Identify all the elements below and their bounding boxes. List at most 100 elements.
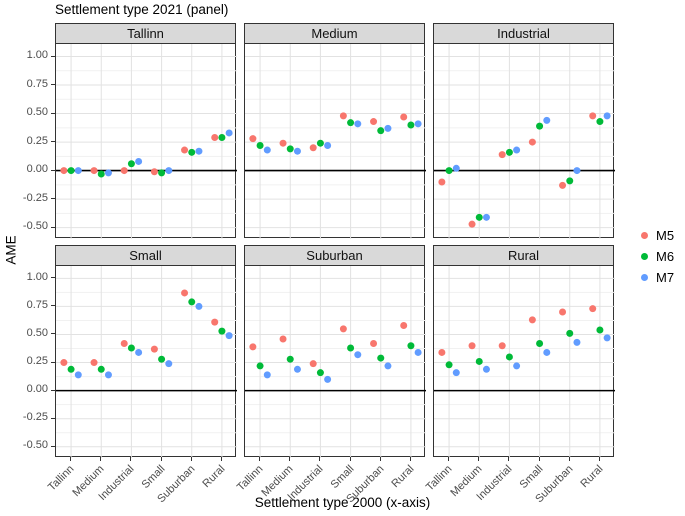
y-tick-label: 0.00 bbox=[26, 163, 48, 176]
x-tick-mark bbox=[409, 457, 411, 461]
y-tick-label: 1.00 bbox=[26, 49, 48, 62]
data-point-M7 bbox=[104, 371, 112, 379]
data-point-M7 bbox=[74, 167, 82, 175]
legend-swatch-icon bbox=[641, 232, 648, 239]
data-point-M6 bbox=[67, 167, 75, 175]
data-point-M6 bbox=[475, 357, 483, 365]
data-point-M6 bbox=[566, 177, 574, 185]
y-tick-mark bbox=[51, 112, 55, 114]
y-tick-mark bbox=[51, 277, 55, 279]
facet-panel bbox=[244, 265, 426, 458]
data-point-M6 bbox=[316, 139, 324, 147]
legend-swatch-icon bbox=[641, 253, 648, 260]
data-point-M6 bbox=[286, 145, 294, 153]
data-point-M5 bbox=[559, 308, 567, 316]
legend-label: M6 bbox=[656, 249, 675, 264]
facet-strip: Rural bbox=[433, 245, 614, 266]
data-point-M7 bbox=[165, 167, 173, 175]
data-point-M6 bbox=[445, 167, 453, 175]
data-point-M6 bbox=[505, 353, 513, 361]
y-tick-mark bbox=[51, 333, 55, 335]
data-point-M7 bbox=[543, 116, 551, 124]
facet-plot-area bbox=[245, 44, 426, 239]
x-tick-mark bbox=[568, 457, 570, 461]
y-tick-mark bbox=[51, 226, 55, 228]
data-point-M6 bbox=[218, 327, 226, 335]
legend-item: M5 bbox=[641, 225, 674, 246]
facet-plot-area bbox=[56, 44, 237, 239]
facet-plot-area bbox=[56, 266, 237, 458]
data-point-M6 bbox=[596, 118, 604, 126]
x-tick-mark bbox=[160, 457, 162, 461]
y-tick-label: -0.25 bbox=[22, 191, 48, 204]
data-point-M5 bbox=[468, 220, 476, 228]
facet-panel bbox=[55, 43, 237, 239]
data-point-M7 bbox=[482, 365, 490, 373]
data-point-M7 bbox=[543, 348, 551, 356]
data-point-M6 bbox=[377, 127, 385, 135]
y-tick-mark bbox=[51, 445, 55, 447]
x-tick-mark bbox=[190, 457, 192, 461]
x-tick-mark bbox=[379, 457, 381, 461]
data-point-M7 bbox=[414, 120, 422, 128]
data-point-M6 bbox=[188, 298, 196, 306]
legend-label: M7 bbox=[656, 270, 675, 285]
data-point-M5 bbox=[120, 339, 128, 347]
data-point-M6 bbox=[97, 365, 105, 373]
data-point-M6 bbox=[475, 213, 483, 221]
data-point-M5 bbox=[438, 178, 446, 186]
data-point-M7 bbox=[293, 365, 301, 373]
y-tick-mark bbox=[51, 361, 55, 363]
data-point-M5 bbox=[90, 359, 98, 367]
data-point-M6 bbox=[97, 170, 105, 178]
data-point-M5 bbox=[400, 322, 408, 330]
data-point-M5 bbox=[150, 345, 158, 353]
data-point-M6 bbox=[566, 329, 574, 337]
data-point-M5 bbox=[60, 359, 68, 367]
data-point-M7 bbox=[513, 362, 521, 370]
data-point-M5 bbox=[90, 167, 98, 175]
facet-plot-area bbox=[434, 266, 615, 458]
x-tick-mark bbox=[448, 457, 450, 461]
data-point-M5 bbox=[589, 112, 597, 120]
y-tick-mark bbox=[51, 198, 55, 200]
data-point-M7 bbox=[482, 213, 490, 221]
data-point-M5 bbox=[150, 168, 158, 176]
data-point-M7 bbox=[452, 164, 460, 172]
data-point-M5 bbox=[400, 113, 408, 121]
data-point-M6 bbox=[536, 339, 544, 347]
x-tick-mark bbox=[130, 457, 132, 461]
data-point-M7 bbox=[513, 146, 521, 154]
data-point-M7 bbox=[324, 141, 332, 149]
facet-strip: Suburban bbox=[244, 245, 425, 266]
facet-strip-label: Tallinn bbox=[127, 26, 164, 41]
data-point-M5 bbox=[498, 342, 506, 350]
data-point-M7 bbox=[573, 167, 581, 175]
data-point-M6 bbox=[407, 342, 415, 350]
facet-plot-area bbox=[245, 266, 426, 458]
data-point-M7 bbox=[165, 360, 173, 368]
data-point-M7 bbox=[263, 371, 271, 379]
data-point-M5 bbox=[309, 144, 317, 152]
data-point-M6 bbox=[286, 355, 294, 363]
y-tick-label: 0.25 bbox=[26, 355, 48, 368]
x-tick-mark bbox=[478, 457, 480, 461]
legend-swatch-icon bbox=[641, 274, 648, 281]
data-point-M6 bbox=[127, 160, 135, 168]
data-point-M7 bbox=[225, 129, 233, 137]
data-point-M6 bbox=[158, 169, 166, 177]
data-point-M7 bbox=[354, 351, 362, 359]
x-tick-mark bbox=[538, 457, 540, 461]
data-point-M6 bbox=[445, 361, 453, 369]
legend-label: M5 bbox=[656, 228, 675, 243]
y-tick-label: -0.50 bbox=[22, 220, 48, 233]
data-point-M7 bbox=[135, 157, 143, 165]
data-point-M5 bbox=[211, 134, 219, 142]
y-tick-mark bbox=[51, 305, 55, 307]
data-point-M5 bbox=[528, 138, 536, 146]
y-tick-label: 0.00 bbox=[26, 383, 48, 396]
y-tick-label: 0.25 bbox=[26, 134, 48, 147]
facet-panel bbox=[244, 43, 426, 239]
x-tick-mark bbox=[289, 457, 291, 461]
